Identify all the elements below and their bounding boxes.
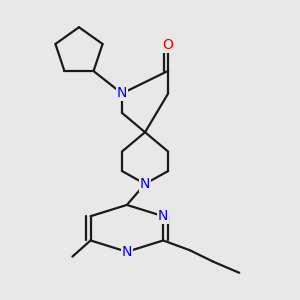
Text: N: N bbox=[122, 245, 132, 259]
Text: N: N bbox=[117, 86, 127, 100]
Text: N: N bbox=[140, 177, 150, 191]
Text: O: O bbox=[163, 38, 174, 52]
Text: N: N bbox=[158, 209, 168, 223]
